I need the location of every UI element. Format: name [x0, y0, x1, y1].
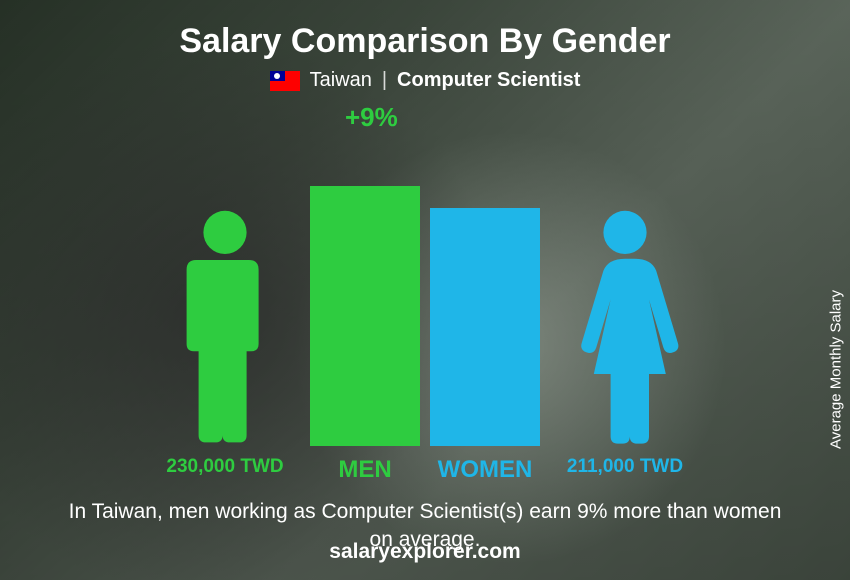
men-label: MEN: [305, 456, 425, 484]
page-title: Salary Comparison By Gender: [179, 22, 670, 61]
footer-attribution: salaryexplorer.com: [0, 540, 850, 564]
women-salary: 211,000 TWD: [545, 456, 705, 484]
man-icon: [165, 206, 285, 446]
women-bar: [430, 208, 540, 446]
chart-area: +9%: [105, 106, 745, 446]
men-bar: [310, 186, 420, 446]
subtitle-row: Taiwan | Computer Scientist: [270, 69, 581, 92]
y-axis-label: Average Monthly Salary: [828, 290, 845, 449]
labels-row: 230,000 TWD MEN WOMEN 211,000 TWD: [105, 456, 745, 484]
difference-label: +9%: [345, 102, 398, 133]
men-icon-column: [145, 206, 305, 446]
job-label: Computer Scientist: [397, 69, 580, 92]
flag-icon: [270, 71, 300, 91]
women-label: WOMEN: [425, 456, 545, 484]
country-label: Taiwan: [310, 69, 372, 92]
infographic-container: Salary Comparison By Gender Taiwan | Com…: [0, 0, 850, 580]
men-salary: 230,000 TWD: [145, 456, 305, 484]
separator: |: [382, 69, 387, 92]
men-bar-column: [305, 186, 425, 446]
woman-icon: [565, 206, 685, 446]
women-bar-column: [425, 208, 545, 446]
women-icon-column: [545, 206, 705, 446]
